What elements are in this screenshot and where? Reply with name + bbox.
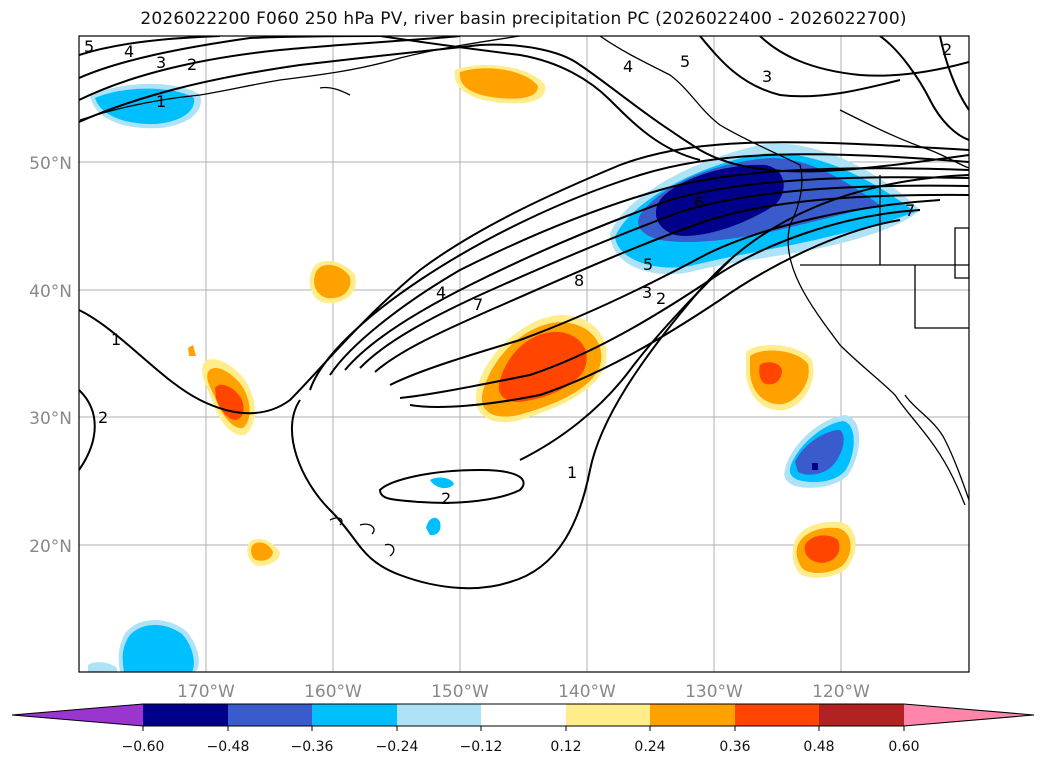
contour-label: 8 (574, 271, 584, 290)
contour-label: 7 (473, 295, 483, 314)
colorbar-tick: −0.12 (460, 739, 503, 755)
contour-label: 1 (156, 92, 166, 111)
colorbar-tick: −0.60 (122, 739, 165, 755)
contour-label: 2 (441, 489, 451, 508)
colorbar-tick: 0.12 (550, 739, 581, 755)
lat-label: 20°N (29, 537, 72, 557)
contour-label: 5 (680, 52, 690, 71)
colorbar-segment (481, 704, 566, 726)
longitude-labels: 170°W 160°W 150°W 140°W 130°W 120°W (177, 682, 870, 702)
lat-label: 50°N (29, 154, 72, 174)
colorbar-tick: −0.24 (376, 739, 419, 755)
colorbar: −0.60 −0.48 −0.36 −0.24 −0.12 0.12 0.24 … (11, 703, 1035, 755)
contour-label: 2 (98, 408, 108, 427)
colorbar-segment (143, 704, 228, 726)
lon-label: 120°W (812, 682, 870, 702)
contour-label: 2 (942, 40, 952, 59)
contour-label: 1 (111, 330, 121, 349)
colorbar-segment (397, 704, 481, 726)
contour-label: 2 (656, 289, 666, 308)
colorbar-tick: 0.36 (719, 739, 750, 755)
lon-label: 150°W (431, 682, 489, 702)
colorbar-extend-high (904, 704, 1034, 726)
latitude-labels: 50°N 40°N 30°N 20°N (29, 154, 72, 557)
colorbar-tick: −0.48 (207, 739, 250, 755)
colorbar-extend-low (12, 704, 143, 726)
colorbar-tick: −0.36 (291, 739, 334, 755)
colorbar-segment (312, 704, 397, 726)
lat-label: 40°N (29, 282, 72, 302)
contour-label: 3 (762, 67, 772, 86)
lon-label: 130°W (685, 682, 743, 702)
contour-label: 6 (694, 193, 704, 212)
lon-label: 170°W (177, 682, 235, 702)
colorbar-tick: 0.60 (888, 739, 919, 755)
colorbar-segment (650, 704, 735, 726)
contour-label: 2 (187, 55, 197, 74)
contour-labels: 5 4 3 2 1 5 4 3 2 4 7 8 6 5 3 2 1 1 2 2 … (84, 37, 952, 508)
lat-label: 30°N (29, 409, 72, 429)
colorbar-segment (735, 704, 819, 726)
coastlines (79, 36, 969, 557)
contour-label: 3 (156, 53, 166, 72)
contour-label: 4 (124, 42, 134, 61)
contour-label: 3 (642, 283, 652, 302)
colorbar-segment (566, 704, 650, 726)
colorbar-tick: 0.48 (803, 739, 834, 755)
contour-label: 1 (567, 463, 577, 482)
colorbar-tick: 0.24 (634, 739, 665, 755)
lon-label: 160°W (304, 682, 362, 702)
colorbar-segment (228, 704, 312, 726)
contour-label: 5 (643, 255, 653, 274)
map-title: 2026022200 F060 250 hPa PV, river basin … (140, 9, 907, 29)
lon-label: 140°W (558, 682, 616, 702)
contour-label: 5 (84, 37, 94, 56)
contour-label: 4 (623, 57, 633, 76)
pv-contours (79, 36, 969, 590)
colorbar-segment (819, 704, 904, 726)
contour-label: 4 (436, 283, 446, 302)
contour-label: 7 (905, 201, 915, 220)
